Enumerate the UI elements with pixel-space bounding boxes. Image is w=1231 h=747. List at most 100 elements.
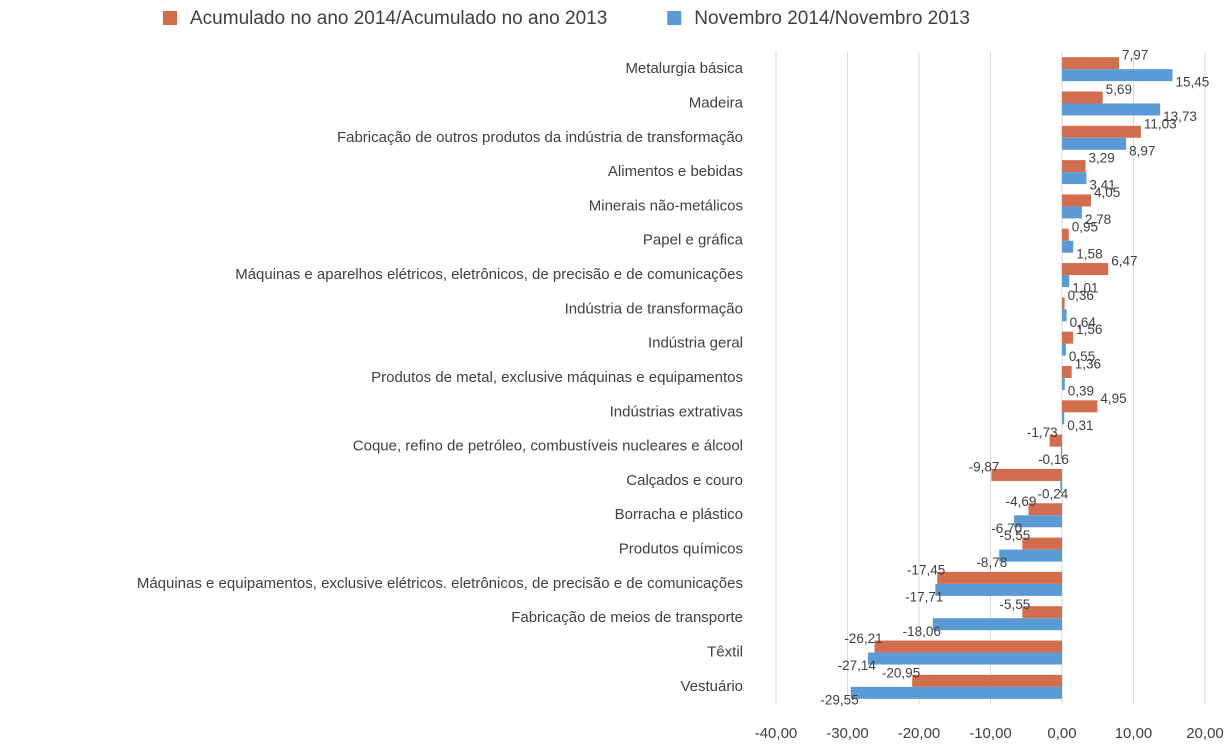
- data-label: -6,70: [991, 521, 1022, 536]
- bar: [1062, 366, 1072, 378]
- bar: [1022, 606, 1062, 619]
- y-tick-label: Produtos de metal, exclusive máquinas e …: [371, 369, 743, 386]
- data-label: 0,36: [1068, 288, 1094, 303]
- bar: [937, 571, 1062, 584]
- data-label: 0,31: [1067, 418, 1093, 433]
- bar: [1062, 331, 1074, 344]
- y-tick-label: Minerais não-metálicos: [589, 197, 743, 214]
- y-tick-label: Coque, refino de petróleo, combustíveis …: [353, 438, 743, 455]
- data-label: 6,47: [1111, 254, 1137, 269]
- data-label: 4,05: [1094, 185, 1120, 200]
- x-tick-label: 10,00: [1115, 725, 1153, 742]
- y-tick-label: Calçados e couro: [626, 472, 743, 489]
- bar: [1022, 537, 1062, 550]
- x-tick-label: -40,00: [755, 725, 798, 742]
- bar: [1062, 228, 1069, 241]
- data-label: -20,95: [882, 665, 920, 680]
- data-label: 3,41: [1089, 178, 1115, 193]
- legend-label: Acumulado no ano 2014/Acumulado no ano 2…: [190, 8, 607, 29]
- bar: [1062, 297, 1065, 310]
- bar: [1062, 103, 1161, 116]
- x-tick-label: 20,00: [1186, 725, 1224, 742]
- data-label: 5,69: [1106, 82, 1132, 97]
- data-label: -0,24: [1038, 487, 1069, 502]
- data-label: 4,95: [1100, 391, 1126, 406]
- bar: [1062, 125, 1141, 138]
- bar: [874, 640, 1062, 653]
- bar: [1062, 69, 1173, 82]
- bar: [932, 618, 1062, 631]
- data-label: 15,45: [1175, 75, 1209, 90]
- data-label: 0,64: [1070, 315, 1097, 330]
- bar: [1062, 137, 1127, 150]
- y-tick-label: Alimentos e bebidas: [608, 163, 743, 180]
- data-label: -5,55: [1000, 528, 1031, 543]
- x-tick-label: -30,00: [826, 725, 869, 742]
- y-tick-label: Vestuário: [680, 678, 743, 695]
- bar: [1062, 309, 1067, 322]
- data-label: -17,71: [905, 589, 943, 604]
- data-label: 1,56: [1076, 322, 1102, 337]
- data-label: -18,06: [903, 624, 941, 639]
- y-tick-label: Borracha e plástico: [615, 506, 743, 523]
- data-label: 1,01: [1072, 281, 1098, 296]
- bar: [867, 652, 1062, 665]
- y-tick-label: Máquinas e equipamentos, exclusive elétr…: [137, 575, 743, 592]
- bar: [991, 468, 1062, 481]
- data-label: 0,55: [1069, 349, 1095, 364]
- data-label: -26,21: [844, 631, 882, 646]
- x-tick-label: -10,00: [969, 725, 1012, 742]
- x-tick-label: -20,00: [898, 725, 941, 742]
- data-label: 0,39: [1068, 384, 1094, 399]
- y-tick-label: Indústria de transformação: [565, 300, 743, 317]
- bar: [1060, 480, 1062, 493]
- bar: [1062, 172, 1087, 185]
- data-label: -0,16: [1038, 452, 1069, 467]
- bar: [1062, 240, 1074, 253]
- y-tick-label: Fabricação de meios de transporte: [511, 609, 743, 626]
- bar: [1014, 515, 1062, 528]
- bar: [912, 674, 1062, 687]
- y-tick-label: Fabricação de outros produtos da indústr…: [337, 129, 743, 146]
- data-label: 13,73: [1163, 109, 1197, 124]
- bar: [1062, 275, 1070, 288]
- bar: [1062, 160, 1086, 173]
- data-label: -17,45: [907, 562, 945, 577]
- data-label: 2,78: [1085, 212, 1111, 227]
- y-tick-label: Indústria geral: [648, 335, 743, 352]
- y-tick-label: Máquinas e aparelhos elétricos, eletrôni…: [235, 266, 743, 283]
- data-label: 0,95: [1072, 219, 1098, 234]
- data-label: 7,97: [1122, 48, 1148, 63]
- data-label: -5,55: [1000, 597, 1031, 612]
- bar: [1062, 91, 1103, 104]
- legend-swatch: [667, 11, 682, 25]
- bar: [1062, 343, 1066, 356]
- data-label: -8,78: [976, 555, 1007, 570]
- data-label: 1,58: [1076, 246, 1102, 261]
- y-tick-label: Produtos químicos: [619, 541, 743, 558]
- y-tick-label: Metalurgia básica: [625, 60, 743, 77]
- data-label: -1,73: [1027, 425, 1058, 440]
- legend-swatch: [163, 11, 177, 25]
- data-label: 3,29: [1089, 151, 1115, 166]
- data-label: -29,55: [820, 692, 858, 707]
- bar: [1049, 434, 1062, 447]
- y-tick-label: Papel e gráfica: [643, 232, 744, 249]
- bar: [1062, 206, 1082, 219]
- bar: [1062, 400, 1098, 413]
- bar: [1062, 194, 1091, 207]
- data-label: -9,87: [969, 460, 1000, 475]
- bar: [1060, 446, 1062, 459]
- y-tick-label: Têxtil: [707, 643, 743, 660]
- bar: [850, 686, 1062, 699]
- bar: [1062, 378, 1065, 390]
- bar: [1028, 503, 1062, 516]
- data-label: 11,03: [1144, 116, 1177, 131]
- data-label: 1,36: [1075, 357, 1101, 372]
- bar: [1062, 412, 1065, 425]
- bar: [1062, 57, 1119, 70]
- y-tick-label: Indústrias extrativas: [610, 403, 743, 420]
- bar: [1062, 263, 1109, 276]
- x-tick-label: 0,00: [1047, 725, 1076, 742]
